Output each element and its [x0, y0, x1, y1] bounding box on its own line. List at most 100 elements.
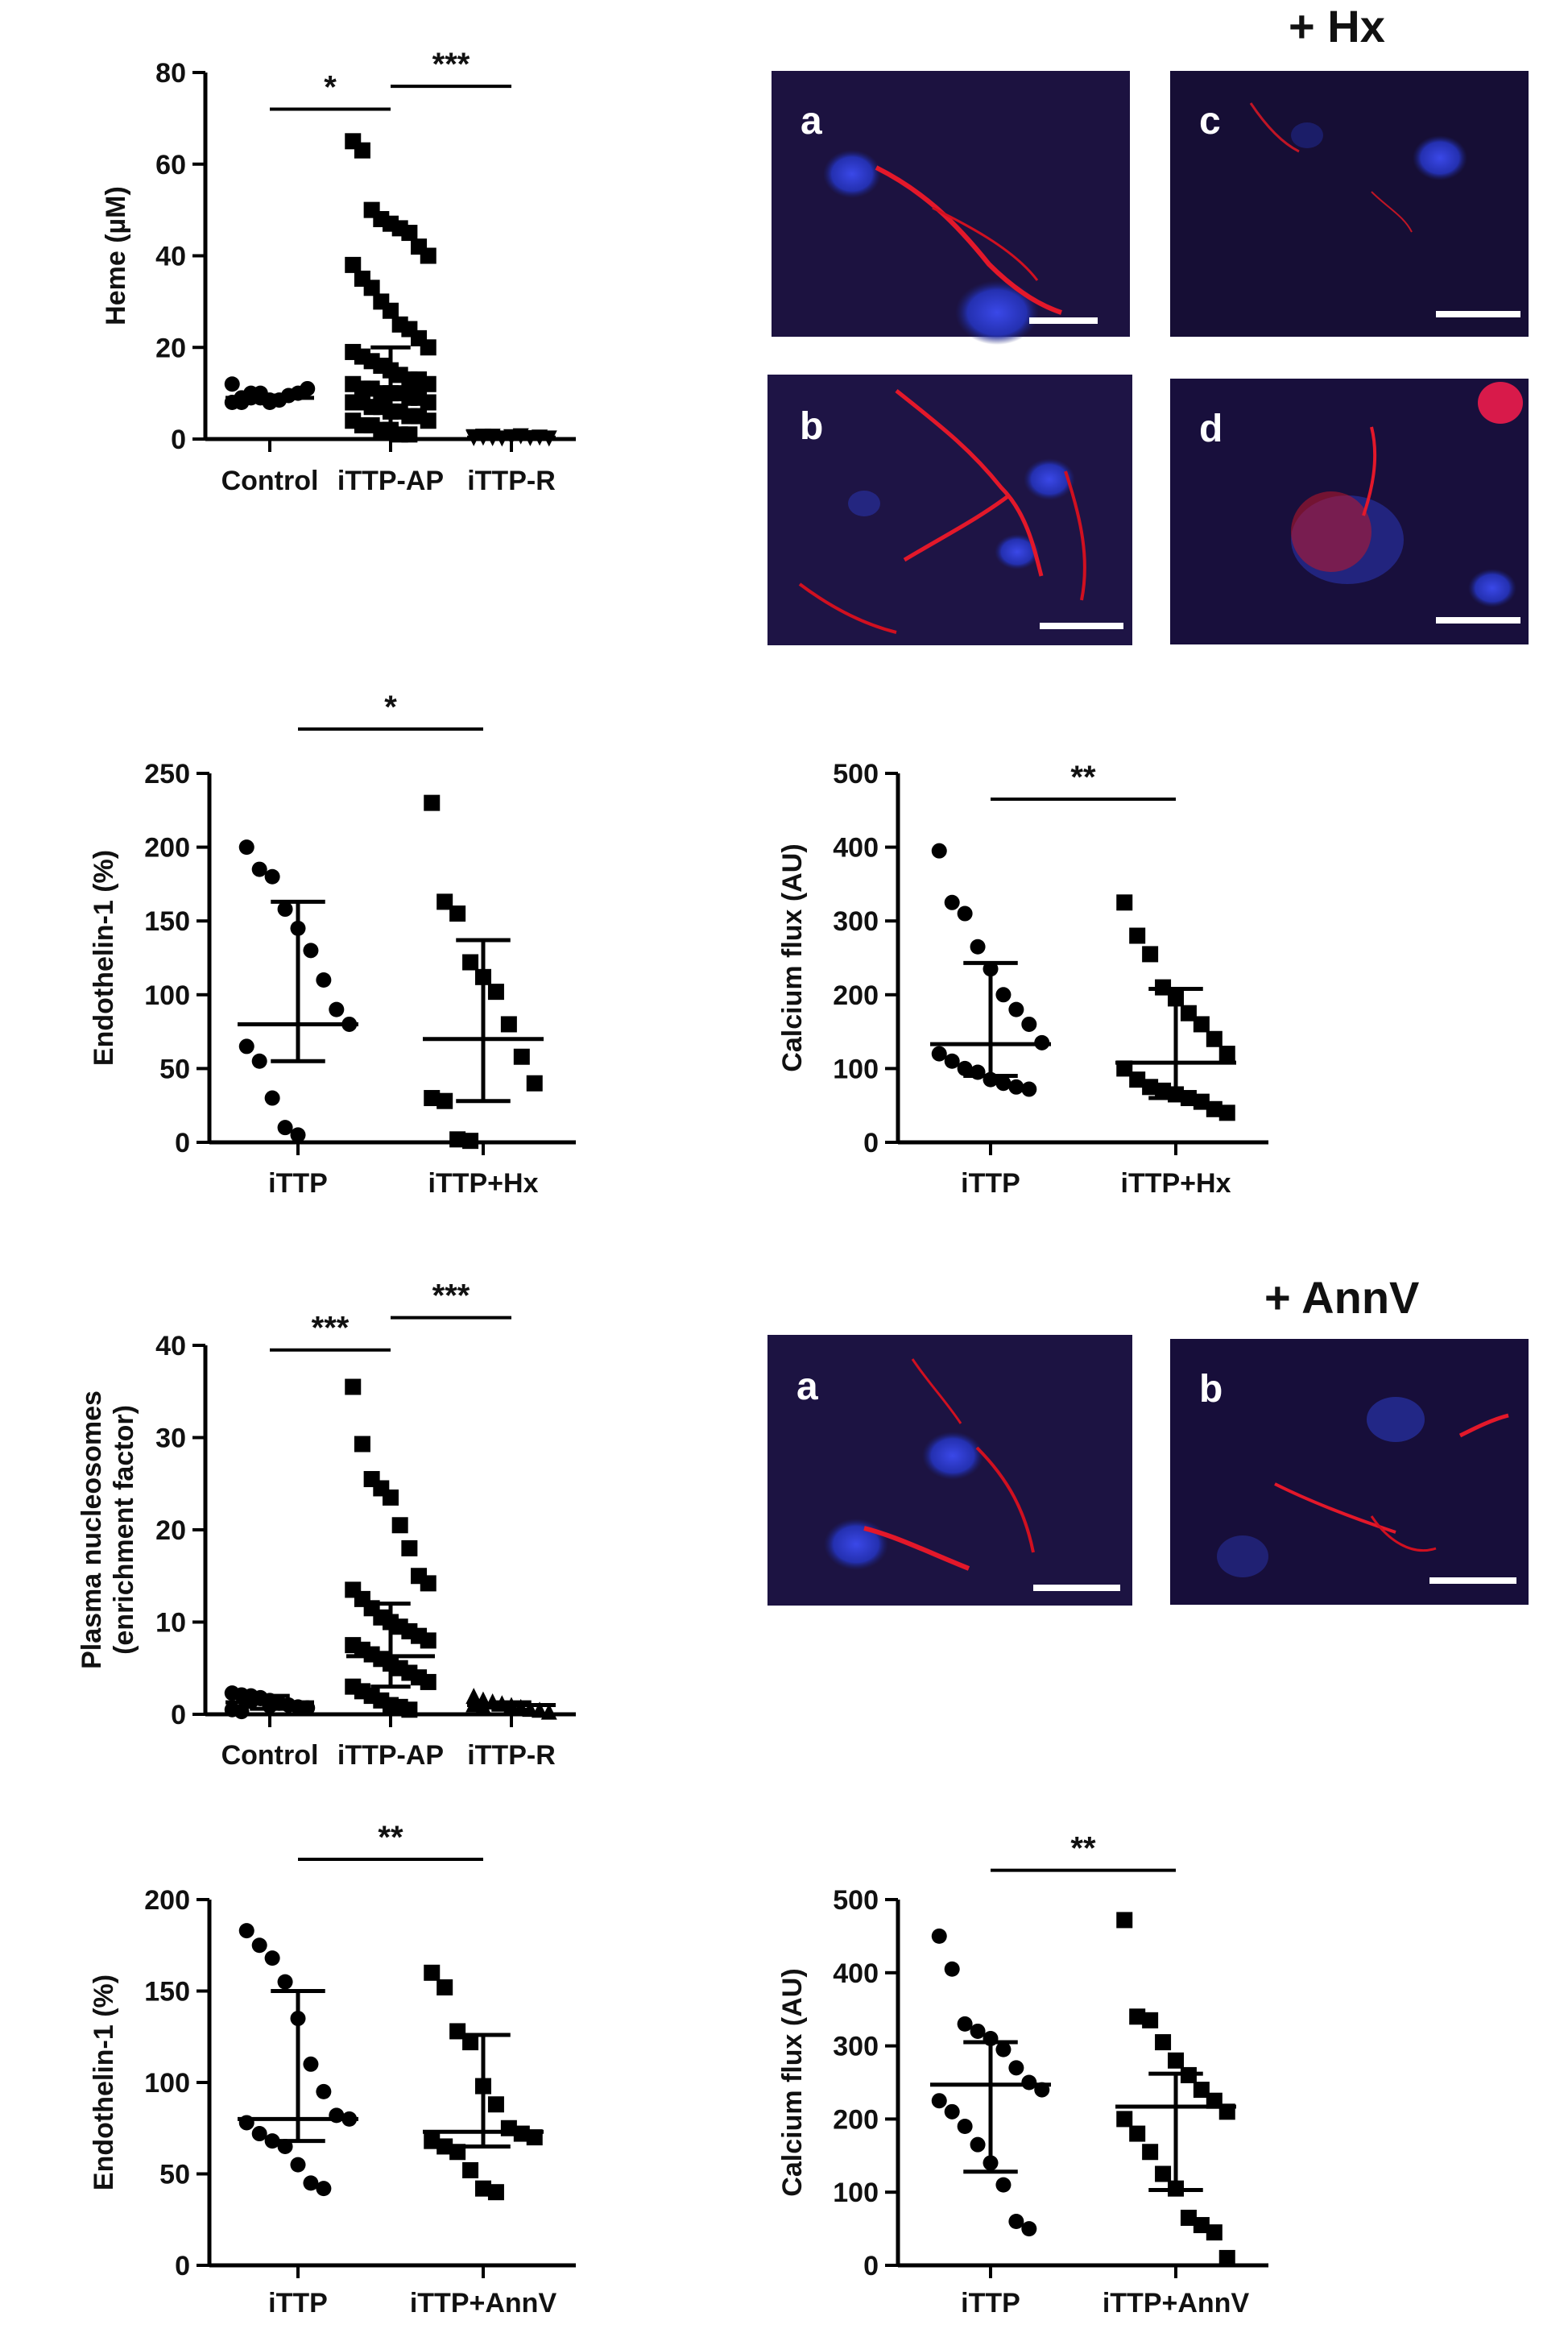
y-axis-label: Calcium flux (AU) [777, 1968, 808, 2196]
y-tick-label: 300 [833, 2032, 879, 2062]
y-tick-label: 300 [833, 906, 879, 937]
data-point [1206, 1100, 1223, 1117]
data-point [316, 2083, 332, 2099]
chart-endothelin-hx: 0 50 100 150 200 250 iTTP iTTP+Hx Endothelin-1 (… [89, 690, 576, 1199]
data-point [1218, 2249, 1235, 2266]
data-point [1206, 1030, 1223, 1047]
y-tick-label: 80 [155, 58, 186, 89]
data-point [1193, 2082, 1210, 2099]
data-point [487, 2096, 504, 2113]
y-tick-label: 200 [144, 1885, 190, 1916]
micrograph-label: a [796, 1365, 818, 1408]
data-point [329, 1001, 345, 1017]
data-point [391, 1517, 408, 1534]
data-point [931, 2093, 947, 2109]
y-axis-label: (enrichment factor) [109, 1405, 139, 1655]
micrograph-label: d [1199, 408, 1223, 450]
heading-hx: + Hx [1289, 1, 1385, 52]
data-point [475, 2180, 491, 2197]
data-point [436, 2138, 453, 2155]
data-point [1116, 2111, 1133, 2128]
micrograph-label: c [1199, 100, 1221, 143]
data-point [1021, 1016, 1037, 1032]
significance-label: *** [432, 47, 470, 82]
data-point [316, 972, 332, 988]
data-point [277, 1120, 293, 1136]
data-point [383, 1489, 399, 1506]
data-point [264, 868, 280, 885]
data-point [540, 1703, 557, 1720]
data-point [251, 2126, 267, 2142]
data-point [224, 376, 240, 392]
data-point [970, 2023, 986, 2039]
data-point [303, 2056, 319, 2072]
data-point [1218, 1104, 1235, 1121]
data-point [995, 2177, 1012, 2193]
x-tick-label: iTTP+Hx [1121, 1168, 1231, 1199]
data-point [264, 1950, 280, 1966]
significance-label: ** [378, 1820, 403, 1855]
y-tick-label: 40 [155, 1331, 186, 1361]
data-point [931, 1928, 947, 1944]
data-point [513, 1048, 530, 1065]
data-point [944, 1053, 960, 1069]
data-point [487, 2184, 504, 2201]
y-tick-label: 50 [159, 1054, 190, 1084]
y-tick-label: 200 [144, 833, 190, 864]
data-point [1116, 894, 1133, 911]
y-tick-label: 0 [863, 2251, 879, 2281]
data-point [1129, 927, 1146, 944]
y-tick-label: 0 [171, 1700, 186, 1730]
data-point [264, 1090, 280, 1106]
data-point [995, 987, 1012, 1003]
x-tick-label: iTTP [961, 2288, 1020, 2318]
y-axis-label: Heme (µM) [101, 186, 131, 325]
data-point [420, 1575, 436, 1592]
significance-label: ** [1070, 760, 1096, 795]
chart-nucleosomes: 0 10 20 30 40 Control iTTP-AP iTTP-R Plasma nucl… [77, 1278, 576, 1771]
data-point [436, 1979, 453, 1995]
data-point [303, 943, 319, 959]
data-point [401, 1701, 418, 1718]
micrograph-b: b [767, 375, 1132, 645]
data-point [462, 1133, 479, 1150]
data-point [1142, 2144, 1159, 2161]
micrograph-annv-b: b [1170, 1339, 1529, 1605]
data-point [462, 2161, 479, 2178]
significance-label: ** [1070, 1831, 1096, 1867]
y-tick-label: 40 [155, 242, 186, 272]
y-tick-label: 30 [155, 1423, 186, 1454]
significance-label: * [324, 70, 337, 106]
data-point [354, 142, 370, 159]
data-point [500, 1016, 517, 1033]
data-point [420, 1673, 436, 1690]
data-point [1206, 2224, 1223, 2241]
data-point [931, 1046, 947, 1062]
micrograph-annv-a: a [767, 1335, 1132, 1606]
data-point [487, 984, 504, 1001]
y-tick-label: 20 [155, 1515, 186, 1546]
data-point [462, 2034, 479, 2051]
data-point [303, 2175, 319, 2191]
x-tick-label: Control [221, 466, 319, 496]
micrograph-label: a [801, 100, 822, 143]
data-point [957, 2118, 973, 2134]
data-point [1021, 1081, 1037, 1097]
data-point [1129, 2008, 1146, 2025]
y-tick-label: 50 [159, 2160, 190, 2190]
data-point [424, 1090, 441, 1107]
data-point [526, 1075, 543, 1092]
data-point [995, 1075, 1012, 1092]
y-tick-label: 400 [833, 1958, 879, 1989]
data-point [290, 2157, 306, 2173]
data-point [420, 394, 436, 411]
data-point [957, 905, 973, 922]
x-tick-label: iTTP-AP [337, 1740, 444, 1771]
heading-annv: + AnnV [1264, 1272, 1419, 1323]
data-point [1129, 1071, 1146, 1088]
data-point [420, 412, 436, 429]
data-point [1008, 1079, 1024, 1095]
x-tick-label: iTTP+Hx [428, 1168, 539, 1199]
significance-label: *** [312, 1311, 350, 1346]
